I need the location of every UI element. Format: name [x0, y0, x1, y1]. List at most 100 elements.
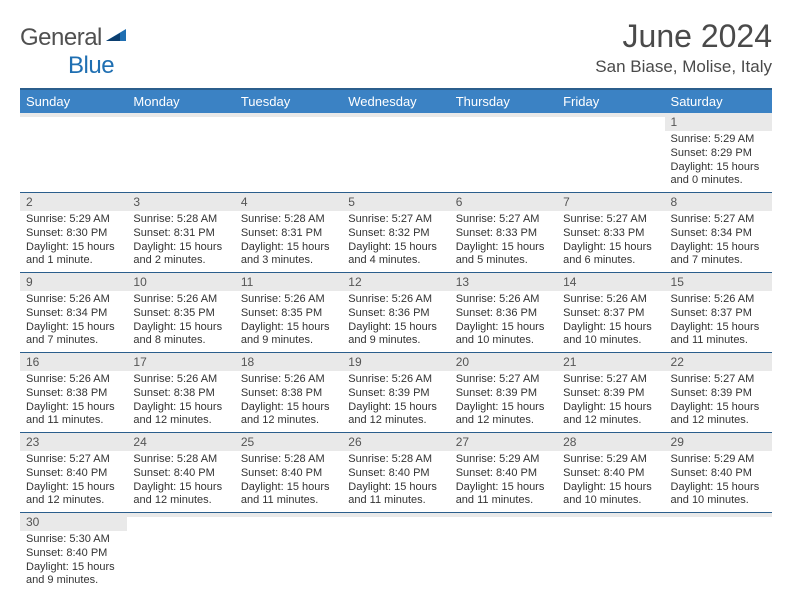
sunset-label: Sunset: 8:30 PM — [26, 227, 121, 241]
calendar-cell: 14Sunrise: 5:26 AMSunset: 8:37 PMDayligh… — [557, 273, 664, 353]
sunrise-label: Sunrise: 5:29 AM — [671, 133, 766, 147]
sunrise-label: Sunrise: 5:26 AM — [348, 373, 443, 387]
daynum-row: 3 — [127, 193, 234, 211]
sunrise-label: Sunrise: 5:28 AM — [133, 453, 228, 467]
daynum-row: 28 — [557, 433, 664, 451]
day-number: 17 — [127, 353, 234, 371]
sunset-label: Sunset: 8:33 PM — [456, 227, 551, 241]
daylight1-label: Daylight: 15 hours — [26, 321, 121, 335]
sunrise-label: Sunrise: 5:27 AM — [456, 213, 551, 227]
daylight2-label: and 12 minutes. — [133, 414, 228, 428]
daynum-row: 29 — [665, 433, 772, 451]
daylight1-label: Daylight: 15 hours — [133, 321, 228, 335]
daynum-row: 19 — [342, 353, 449, 371]
day-number: 5 — [342, 193, 449, 211]
dayname-header: Thursday — [450, 89, 557, 113]
sunrise-label: Sunrise: 5:26 AM — [133, 373, 228, 387]
day-number: 11 — [235, 273, 342, 291]
sunset-label: Sunset: 8:35 PM — [133, 307, 228, 321]
sunrise-label: Sunrise: 5:28 AM — [241, 213, 336, 227]
day-body: Sunrise: 5:28 AMSunset: 8:31 PMDaylight:… — [235, 211, 342, 272]
calendar-head: Sunday Monday Tuesday Wednesday Thursday… — [20, 89, 772, 113]
sunrise-label: Sunrise: 5:26 AM — [26, 293, 121, 307]
day-body: Sunrise: 5:29 AMSunset: 8:29 PMDaylight:… — [665, 131, 772, 192]
sunset-label: Sunset: 8:38 PM — [241, 387, 336, 401]
sunset-label: Sunset: 8:37 PM — [563, 307, 658, 321]
sunset-label: Sunset: 8:40 PM — [348, 467, 443, 481]
daynum-row: 15 — [665, 273, 772, 291]
sunset-label: Sunset: 8:40 PM — [456, 467, 551, 481]
day-number: 2 — [20, 193, 127, 211]
daylight1-label: Daylight: 15 hours — [671, 241, 766, 255]
sunrise-label: Sunrise: 5:26 AM — [241, 373, 336, 387]
sunset-label: Sunset: 8:29 PM — [671, 147, 766, 161]
day-body: Sunrise: 5:27 AMSunset: 8:34 PMDaylight:… — [665, 211, 772, 272]
day-body: Sunrise: 5:27 AMSunset: 8:39 PMDaylight:… — [665, 371, 772, 432]
sunset-label: Sunset: 8:36 PM — [348, 307, 443, 321]
daylight2-label: and 2 minutes. — [133, 254, 228, 268]
daylight2-label: and 11 minutes. — [456, 494, 551, 508]
day-number: 25 — [235, 433, 342, 451]
day-body: Sunrise: 5:26 AMSunset: 8:38 PMDaylight:… — [235, 371, 342, 432]
daylight1-label: Daylight: 15 hours — [456, 241, 551, 255]
calendar-page: GeneralBlue June 2024 San Biase, Molise,… — [0, 0, 792, 592]
day-body: Sunrise: 5:29 AMSunset: 8:30 PMDaylight:… — [20, 211, 127, 272]
day-body: Sunrise: 5:29 AMSunset: 8:40 PMDaylight:… — [450, 451, 557, 512]
sunrise-label: Sunrise: 5:29 AM — [456, 453, 551, 467]
daylight1-label: Daylight: 15 hours — [26, 481, 121, 495]
calendar-cell — [235, 513, 342, 593]
calendar-row: 2Sunrise: 5:29 AMSunset: 8:30 PMDaylight… — [20, 193, 772, 273]
daylight2-label: and 5 minutes. — [456, 254, 551, 268]
day-number: 22 — [665, 353, 772, 371]
day-body: Sunrise: 5:28 AMSunset: 8:40 PMDaylight:… — [127, 451, 234, 512]
daylight2-label: and 0 minutes. — [671, 174, 766, 188]
daylight1-label: Daylight: 15 hours — [133, 401, 228, 415]
calendar-cell: 3Sunrise: 5:28 AMSunset: 8:31 PMDaylight… — [127, 193, 234, 273]
daynum-row: 13 — [450, 273, 557, 291]
daylight2-label: and 10 minutes. — [563, 334, 658, 348]
sunrise-label: Sunrise: 5:28 AM — [133, 213, 228, 227]
calendar-cell: 29Sunrise: 5:29 AMSunset: 8:40 PMDayligh… — [665, 433, 772, 513]
daylight1-label: Daylight: 15 hours — [671, 481, 766, 495]
daylight1-label: Daylight: 15 hours — [456, 481, 551, 495]
sunset-label: Sunset: 8:40 PM — [671, 467, 766, 481]
calendar-cell: 23Sunrise: 5:27 AMSunset: 8:40 PMDayligh… — [20, 433, 127, 513]
day-number: 4 — [235, 193, 342, 211]
day-body: Sunrise: 5:26 AMSunset: 8:36 PMDaylight:… — [342, 291, 449, 352]
daynum-row — [127, 113, 234, 117]
calendar-cell: 24Sunrise: 5:28 AMSunset: 8:40 PMDayligh… — [127, 433, 234, 513]
calendar-cell: 7Sunrise: 5:27 AMSunset: 8:33 PMDaylight… — [557, 193, 664, 273]
sunset-label: Sunset: 8:31 PM — [133, 227, 228, 241]
calendar-body: 1Sunrise: 5:29 AMSunset: 8:29 PMDaylight… — [20, 113, 772, 592]
sunrise-label: Sunrise: 5:29 AM — [563, 453, 658, 467]
day-body: Sunrise: 5:27 AMSunset: 8:33 PMDaylight:… — [450, 211, 557, 272]
sunrise-label: Sunrise: 5:30 AM — [26, 533, 121, 547]
calendar-cell: 17Sunrise: 5:26 AMSunset: 8:38 PMDayligh… — [127, 353, 234, 433]
daynum-row: 24 — [127, 433, 234, 451]
dayname-header: Tuesday — [235, 89, 342, 113]
sunset-label: Sunset: 8:36 PM — [456, 307, 551, 321]
daylight2-label: and 8 minutes. — [133, 334, 228, 348]
daynum-row: 4 — [235, 193, 342, 211]
daynum-row — [342, 513, 449, 517]
day-body: Sunrise: 5:29 AMSunset: 8:40 PMDaylight:… — [557, 451, 664, 512]
sunrise-label: Sunrise: 5:27 AM — [26, 453, 121, 467]
dayname-header: Sunday — [20, 89, 127, 113]
daylight1-label: Daylight: 15 hours — [456, 401, 551, 415]
day-number: 29 — [665, 433, 772, 451]
calendar-cell — [20, 113, 127, 193]
day-body: Sunrise: 5:26 AMSunset: 8:35 PMDaylight:… — [127, 291, 234, 352]
sunset-label: Sunset: 8:40 PM — [241, 467, 336, 481]
daylight1-label: Daylight: 15 hours — [671, 321, 766, 335]
calendar-cell — [127, 513, 234, 593]
location-label: San Biase, Molise, Italy — [595, 57, 772, 77]
sunset-label: Sunset: 8:32 PM — [348, 227, 443, 241]
calendar-cell: 1Sunrise: 5:29 AMSunset: 8:29 PMDaylight… — [665, 113, 772, 193]
day-body: Sunrise: 5:27 AMSunset: 8:40 PMDaylight:… — [20, 451, 127, 512]
calendar-cell — [342, 513, 449, 593]
day-body: Sunrise: 5:26 AMSunset: 8:38 PMDaylight:… — [127, 371, 234, 432]
sunrise-label: Sunrise: 5:28 AM — [348, 453, 443, 467]
daynum-row: 22 — [665, 353, 772, 371]
calendar-table: Sunday Monday Tuesday Wednesday Thursday… — [20, 88, 772, 592]
sunset-label: Sunset: 8:33 PM — [563, 227, 658, 241]
